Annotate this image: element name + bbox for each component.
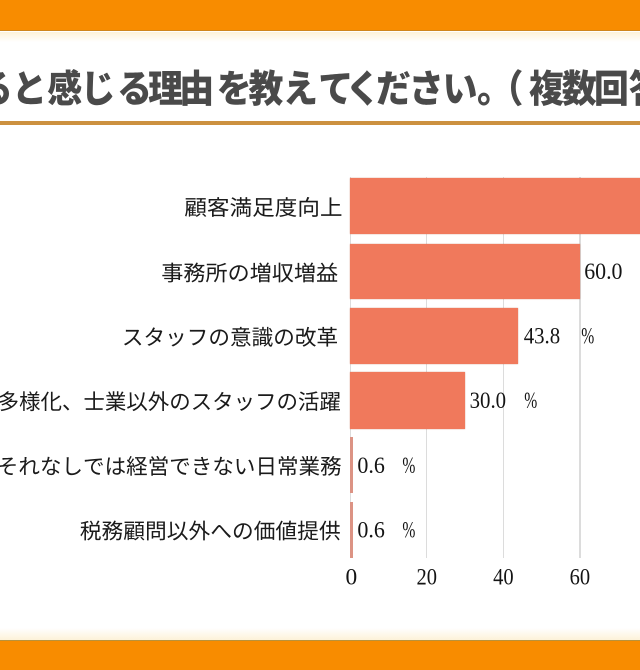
svg-text:20: 20 [417, 564, 438, 590]
svg-text:0.6: 0.6 [357, 518, 385, 543]
svg-text:30.0: 30.0 [470, 388, 507, 413]
svg-text:%: % [581, 323, 594, 348]
svg-text:43.8: 43.8 [524, 323, 561, 348]
svg-text:%: % [524, 388, 537, 413]
svg-text:%: % [402, 453, 415, 478]
svg-text:%: % [402, 518, 415, 543]
svg-text:40: 40 [493, 564, 514, 590]
svg-text:60.0: 60.0 [584, 259, 622, 284]
svg-text:0.6: 0.6 [357, 453, 385, 478]
svg-text:0: 0 [346, 564, 358, 590]
svg-text:60: 60 [570, 564, 591, 590]
